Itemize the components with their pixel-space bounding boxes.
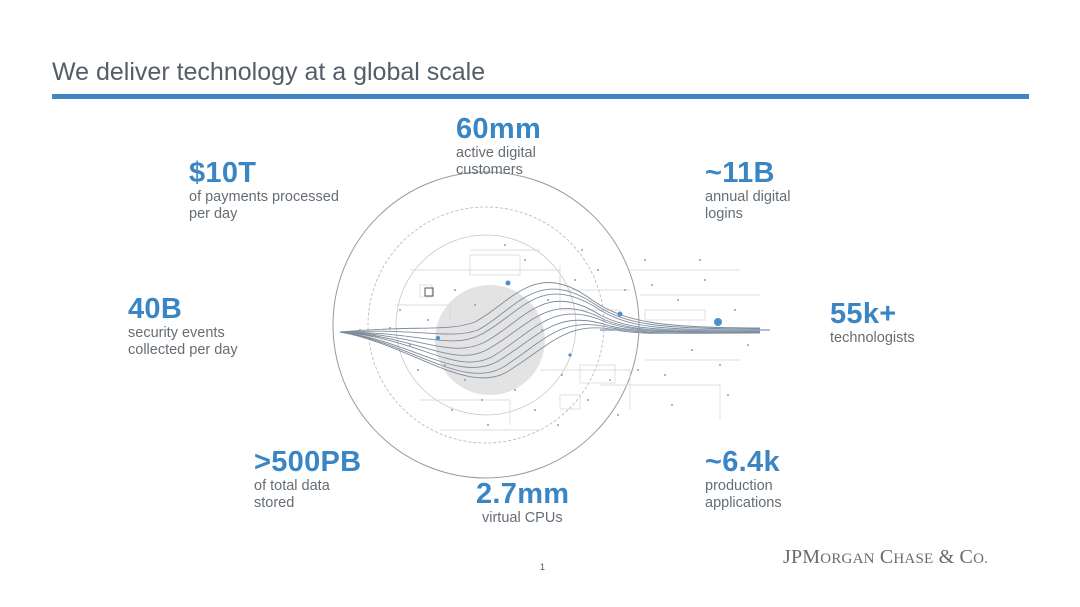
stat-label: of payments processed per day [189,189,339,222]
page-title: We deliver technology at a global scale [52,58,486,86]
stat-value: >500PB [254,446,362,478]
network-globe-graphic [332,171,770,479]
stat-data-stored: >500PB of total data stored [254,447,361,512]
stat-value: 60mm [456,113,542,145]
stat-value: 55k+ [830,298,897,330]
company-logo: JPMORGAN CHASE & CO. [783,546,989,568]
stat-security-events: 40B security events collected per day [128,294,238,359]
stat-applications: ~6.4k production applications [705,447,782,512]
stat-logins: ~11B annual digital logins [705,158,790,223]
stat-value: 2.7mm [476,478,570,510]
stat-value: 40B [128,293,183,325]
stat-payments: $10T of payments processed per day [189,158,339,223]
stat-label: active digital customers [456,145,536,178]
stat-value: $10T [189,157,257,189]
stat-technologists: 55k+ technologists [830,299,915,347]
stat-value: ~6.4k [705,446,780,478]
stat-label: annual digital logins [705,189,791,222]
stat-label: of total data stored [254,478,330,511]
stat-customers: 60mm active digital customers [456,114,541,179]
stat-virtual-cpus: 2.7mm virtual CPUs [476,479,569,527]
stat-label: virtual CPUs [482,510,563,526]
title-underline [52,94,1029,99]
stat-value: ~11B [705,157,775,189]
stat-label: security events collected per day [128,325,238,358]
page-number: 1 [540,562,546,572]
stat-label: production applications [705,478,782,511]
stat-label: technologists [830,330,915,346]
